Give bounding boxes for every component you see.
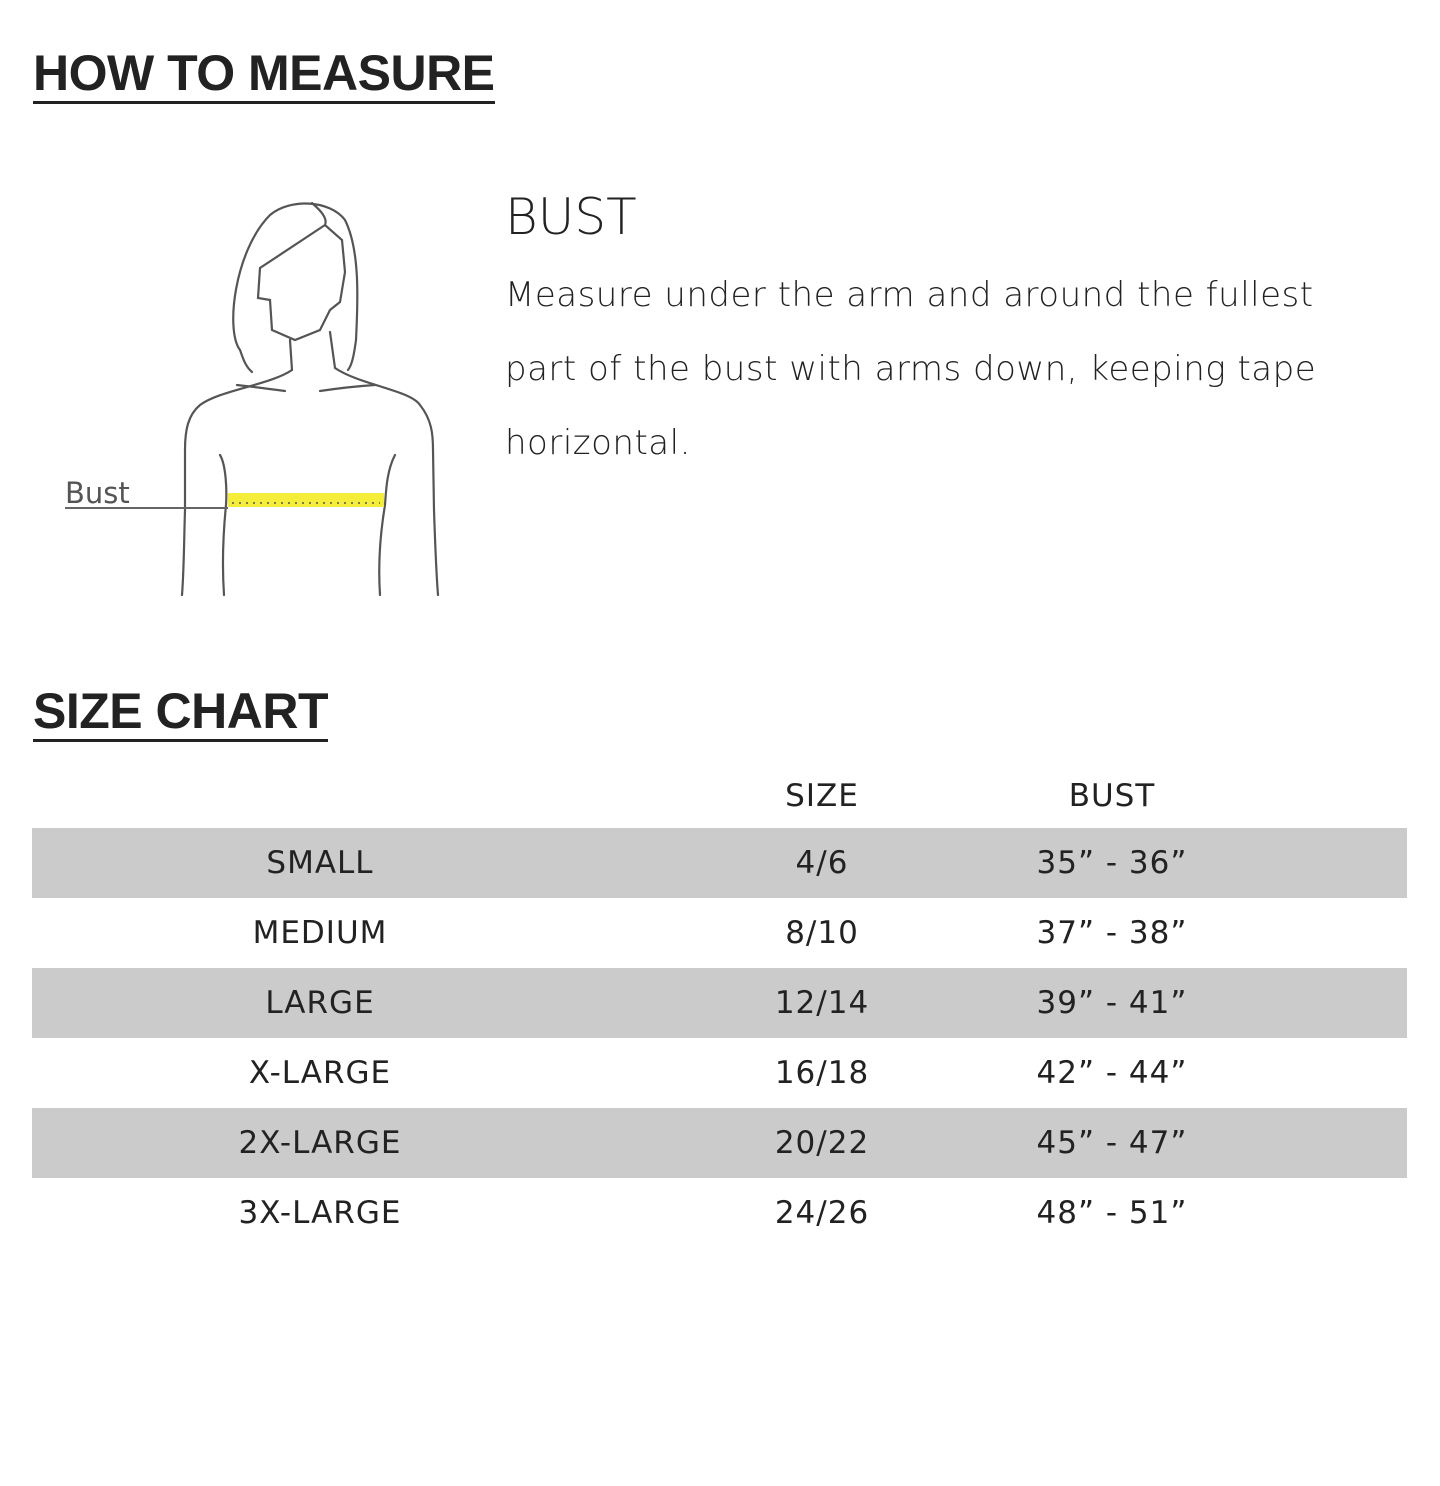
size-label: MEDIUM xyxy=(252,915,388,951)
table-row: SMALL 4/6 35” - 36” xyxy=(32,828,1407,898)
size-number: 8/10 xyxy=(785,915,859,951)
bust-figure-label: Bust xyxy=(65,476,130,510)
size-number: 12/14 xyxy=(774,985,870,1021)
table-row: MEDIUM 8/10 37” - 38” xyxy=(32,898,1407,968)
table-header-row: SIZE BUST xyxy=(32,760,1407,828)
bust-range: 39” - 41” xyxy=(1036,985,1188,1021)
bust-description: Measure under the arm and around the ful… xyxy=(505,275,1317,463)
size-label: X-LARGE xyxy=(248,1055,392,1091)
size-label: 3X-LARGE xyxy=(238,1195,402,1231)
table-row: 2X-LARGE 20/22 45” - 47” xyxy=(32,1108,1407,1178)
bust-measurement-figure: Bust xyxy=(65,201,440,597)
table-row: X-LARGE 16/18 42” - 44” xyxy=(32,1038,1407,1108)
size-number: 24/26 xyxy=(774,1195,870,1231)
column-header-bust: BUST xyxy=(1068,778,1156,814)
column-header-label xyxy=(170,760,470,828)
how-to-measure-heading: HOW TO MEASURE xyxy=(33,48,495,104)
column-header-size: SIZE xyxy=(785,778,859,814)
size-label: LARGE xyxy=(265,985,375,1021)
bust-range: 42” - 44” xyxy=(1036,1055,1188,1091)
table-row: 3X-LARGE 24/26 48” - 51” xyxy=(32,1178,1407,1248)
bust-range: 45” - 47” xyxy=(1036,1125,1188,1161)
bust-range: 48” - 51” xyxy=(1036,1195,1188,1231)
bust-range: 37” - 38” xyxy=(1036,915,1188,951)
size-chart-heading: SIZE CHART xyxy=(33,686,329,742)
table-row: LARGE 12/14 39” - 41” xyxy=(32,968,1407,1038)
size-number: 20/22 xyxy=(774,1125,870,1161)
size-label: 2X-LARGE xyxy=(238,1125,402,1161)
bust-title: BUST xyxy=(505,188,637,246)
bust-range: 35” - 36” xyxy=(1036,845,1188,881)
size-number: 16/18 xyxy=(774,1055,870,1091)
size-chart-table: SIZE BUST SMALL 4/6 35” - 36” MEDIUM 8/1… xyxy=(32,760,1407,1248)
size-number: 4/6 xyxy=(795,845,849,881)
size-label: SMALL xyxy=(266,845,374,881)
